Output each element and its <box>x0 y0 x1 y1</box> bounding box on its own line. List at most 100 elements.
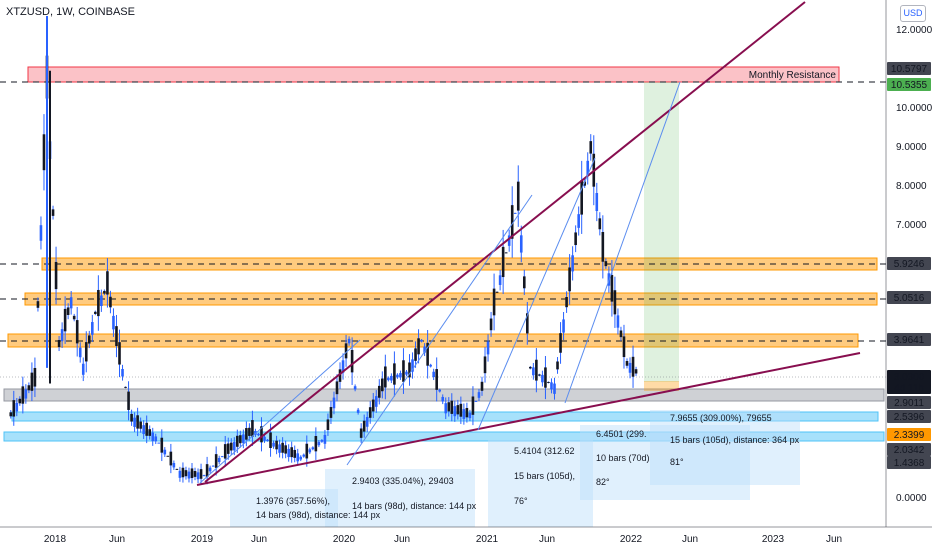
candle-body <box>133 417 136 427</box>
price-badge-label: 5.0516 <box>894 293 925 304</box>
price-badge-bg <box>887 333 931 346</box>
candle-body <box>87 335 91 344</box>
candle-body <box>393 363 396 385</box>
candle-body <box>486 341 490 355</box>
candle-body <box>598 218 602 230</box>
x-tick-label: Jun <box>539 534 555 545</box>
candle-body <box>489 318 493 331</box>
candle-body <box>634 369 638 374</box>
candle-body <box>541 374 544 383</box>
candle-body <box>94 311 97 314</box>
measure-line-0 <box>199 339 361 484</box>
candle-body <box>314 436 318 452</box>
measurement-0: 1.3976 (357.56%), 14 bars (98d), distance… <box>256 496 381 520</box>
candle-body <box>329 407 333 418</box>
candle-body <box>447 402 451 412</box>
target-projection-box <box>644 82 679 382</box>
measurement-bars-text: 15 bars (105d), <box>514 471 575 481</box>
candle-body <box>347 338 351 344</box>
price-badge-bg <box>887 443 931 456</box>
candle-body <box>232 441 236 451</box>
measurement-bars-text: 14 bars (98d), distance: 144 px <box>352 501 477 511</box>
candle-body <box>211 465 215 467</box>
candle-body <box>574 232 577 246</box>
monthly-resistance-zone <box>27 66 840 83</box>
candle-body <box>172 462 176 468</box>
candle-body <box>199 469 203 479</box>
candle-body <box>27 385 31 391</box>
measurement-price-text: 1.3976 (357.56%), <box>256 496 330 506</box>
candle-body <box>184 470 188 477</box>
currency-button[interactable]: USD <box>900 5 926 22</box>
candle-body <box>589 141 593 154</box>
price-badge-9: 2.3399 <box>887 428 931 441</box>
candle-body <box>296 453 300 462</box>
candle-body <box>519 235 523 253</box>
price-badge-bg <box>887 381 931 394</box>
orange-zone-5-9 <box>41 257 878 271</box>
candle-body <box>139 421 142 429</box>
candle-body <box>299 456 303 460</box>
x-tick-label: Jun <box>394 534 410 545</box>
measurement-price-text: 6.4501 (299. <box>596 429 647 439</box>
candle-body <box>577 214 580 228</box>
candle-body <box>381 378 384 392</box>
price-badge-7: 2.9011 <box>887 396 931 409</box>
price-badge-label: 2.9011 <box>894 398 924 409</box>
price-badge-bg <box>887 456 931 469</box>
candle-body <box>269 432 272 449</box>
candle-body <box>151 432 155 442</box>
candle-body <box>408 362 411 378</box>
candle-body <box>202 475 206 477</box>
y-tick-label: 10.0000 <box>896 103 932 114</box>
candle-body <box>556 361 559 370</box>
measurement-price-text: 2.9403 (335.04%), 29403 <box>352 476 454 486</box>
x-tick-label: 2021 <box>476 534 499 545</box>
candle-body <box>106 271 109 295</box>
candle-body <box>610 275 614 302</box>
candle-body <box>260 426 263 443</box>
candle-body <box>248 427 251 436</box>
candle-body <box>72 315 76 320</box>
candle-body <box>60 329 64 342</box>
candle-body <box>109 296 112 308</box>
candle-body <box>121 369 124 377</box>
candle-body <box>251 420 254 437</box>
candle-body <box>124 386 127 388</box>
measurement-angle-text: 76° <box>514 496 528 506</box>
price-badge-label: 3.0300 <box>894 372 925 383</box>
candle-body <box>317 441 321 446</box>
candle-body <box>278 444 281 453</box>
candle-body <box>229 442 233 451</box>
candle-body <box>522 276 526 289</box>
x-tick-label: Jun <box>251 534 267 545</box>
price-badge-label: 4d 11h <box>894 383 924 394</box>
candle-body <box>305 443 309 459</box>
candle-body <box>462 409 466 420</box>
candle-body <box>456 405 460 415</box>
candle-body <box>66 307 70 315</box>
candle-body <box>214 454 218 468</box>
candle-body <box>175 468 179 470</box>
candle-body <box>568 267 571 292</box>
candle-body <box>441 396 445 402</box>
candle-body <box>535 359 538 381</box>
monthly-resistance-label: Monthly Resistance <box>749 70 837 81</box>
price-badge-bg <box>887 428 931 441</box>
candle-body <box>516 181 520 211</box>
candle-body <box>622 336 626 358</box>
candle-body <box>459 403 463 417</box>
candle-body <box>24 389 28 399</box>
candle-body <box>323 434 327 444</box>
price-badge-5: 3.0300 <box>887 370 931 383</box>
candle-body <box>257 433 260 436</box>
candle-body <box>272 442 275 447</box>
candle-body <box>57 340 61 348</box>
candle-body <box>33 367 37 387</box>
candle-body <box>553 383 556 394</box>
measurement-bars-text: 14 bars (98d), distance: 144 px <box>256 510 381 520</box>
candle-body <box>438 389 442 392</box>
price-badge-1: 10.5355 <box>887 78 931 91</box>
